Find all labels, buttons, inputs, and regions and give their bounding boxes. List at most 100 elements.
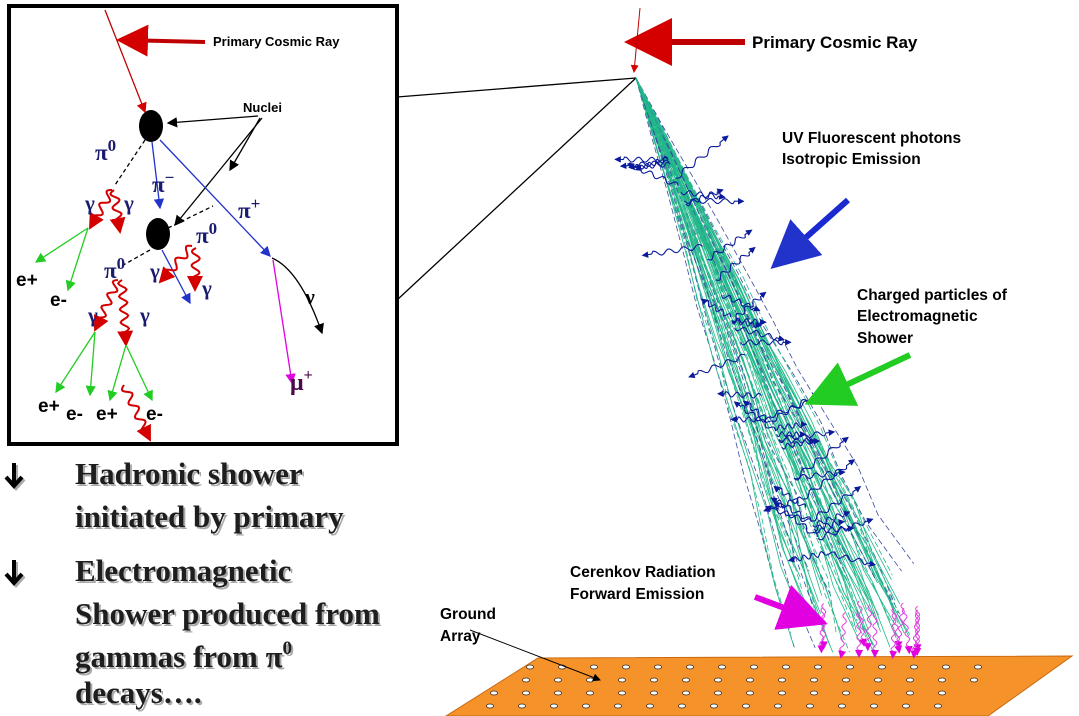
detector xyxy=(619,678,626,682)
detector xyxy=(651,691,658,695)
detector xyxy=(811,678,818,682)
shower-primary-label: Primary Cosmic Ray xyxy=(752,33,918,52)
detector xyxy=(587,678,594,682)
pion-sup: 0 xyxy=(209,219,218,238)
detector xyxy=(775,704,782,708)
bullet-symbol: π xyxy=(266,639,283,674)
detector xyxy=(651,678,658,682)
gamma-label: γ xyxy=(123,191,134,215)
detector xyxy=(843,691,850,695)
detector xyxy=(591,665,598,669)
detector xyxy=(619,691,626,695)
detector xyxy=(747,678,754,682)
lepton-label: e+ xyxy=(38,396,60,417)
connector xyxy=(68,228,88,290)
pion-sup: 0 xyxy=(117,254,126,273)
detector xyxy=(779,678,786,682)
detector xyxy=(715,678,722,682)
detector xyxy=(491,691,498,695)
bullet-text: Shower produced from xyxy=(75,596,380,631)
detector xyxy=(811,691,818,695)
connector xyxy=(115,140,145,185)
detector xyxy=(875,691,882,695)
detector xyxy=(815,665,822,669)
connector xyxy=(105,10,145,112)
bullet-text: gammas from xyxy=(75,639,258,674)
detector xyxy=(527,665,534,669)
detector xyxy=(679,704,686,708)
detector xyxy=(615,704,622,708)
connector xyxy=(397,78,636,97)
muon-symbol: μ xyxy=(290,370,304,396)
detector xyxy=(711,704,718,708)
lepton-label: e+ xyxy=(96,404,118,425)
bullet-icon xyxy=(6,560,22,583)
bullet-text: Hadronic shower xyxy=(75,456,303,491)
uv-label: Isotropic Emission xyxy=(782,151,921,168)
detector xyxy=(487,704,494,708)
pion-label: π0 xyxy=(104,254,125,283)
detector xyxy=(879,665,886,669)
nucleus xyxy=(139,110,163,142)
bullet-icon xyxy=(6,463,22,486)
gamma-label: γ xyxy=(201,276,212,300)
pion-symbol: π xyxy=(104,258,117,283)
inset-primary-label: Primary Cosmic Ray xyxy=(213,34,340,49)
lepton-label: e- xyxy=(66,404,83,425)
diagram: Primary Cosmic Ray Nuclei ν μ+ Primary C… xyxy=(0,0,1079,716)
bullet-text: Electromagnetic xyxy=(75,553,291,588)
wavy-arrow xyxy=(873,612,877,657)
gamma-label: γ xyxy=(149,259,160,283)
detector xyxy=(683,691,690,695)
cerenkov-label: Cerenkov Radiation xyxy=(570,564,716,581)
detector xyxy=(583,704,590,708)
bullet-list: Hadronic shower initiated by primary Ele… xyxy=(6,456,380,710)
bullet-text: decays…. xyxy=(75,675,202,710)
nuclei-label: Nuclei xyxy=(243,100,282,115)
wavy-arrow xyxy=(191,248,199,290)
detector xyxy=(623,665,630,669)
pion-label: π0 xyxy=(95,136,116,165)
detector xyxy=(519,704,526,708)
connector xyxy=(810,355,910,402)
detector xyxy=(555,691,562,695)
detector xyxy=(939,691,946,695)
connector xyxy=(56,332,95,392)
detector xyxy=(839,704,846,708)
detector xyxy=(783,665,790,669)
detector xyxy=(655,665,662,669)
muon-label: μ+ xyxy=(290,367,313,396)
pion-label: π+ xyxy=(238,194,260,223)
detector xyxy=(647,704,654,708)
charged-label: Charged particles of xyxy=(857,287,1008,304)
lepton-label: e+ xyxy=(16,270,38,291)
detector xyxy=(903,704,910,708)
connector xyxy=(36,228,88,262)
detector xyxy=(907,691,914,695)
detector xyxy=(779,691,786,695)
muon-sup: + xyxy=(304,367,313,384)
detector xyxy=(975,665,982,669)
detector xyxy=(551,704,558,708)
detector xyxy=(719,665,726,669)
pion-sup: − xyxy=(165,168,175,187)
ground-label: Ground xyxy=(440,606,496,623)
detector xyxy=(555,678,562,682)
detector xyxy=(747,691,754,695)
gamma-label: γ xyxy=(84,191,95,215)
detector xyxy=(843,678,850,682)
pion-sup: 0 xyxy=(108,136,117,155)
pion-symbol: π xyxy=(152,172,165,197)
detector xyxy=(943,665,950,669)
connector xyxy=(120,40,205,42)
uv-label: UV Fluorescent photons xyxy=(782,130,961,147)
bullet-text: initiated by primary xyxy=(75,499,344,534)
wavy-arrow xyxy=(95,280,118,330)
detector xyxy=(687,665,694,669)
lepton-label: e- xyxy=(50,290,67,311)
neutrino-label: ν xyxy=(304,284,315,309)
detector xyxy=(871,704,878,708)
pion-label: π− xyxy=(152,168,174,197)
detector xyxy=(523,691,530,695)
pion-sup: + xyxy=(251,194,261,213)
